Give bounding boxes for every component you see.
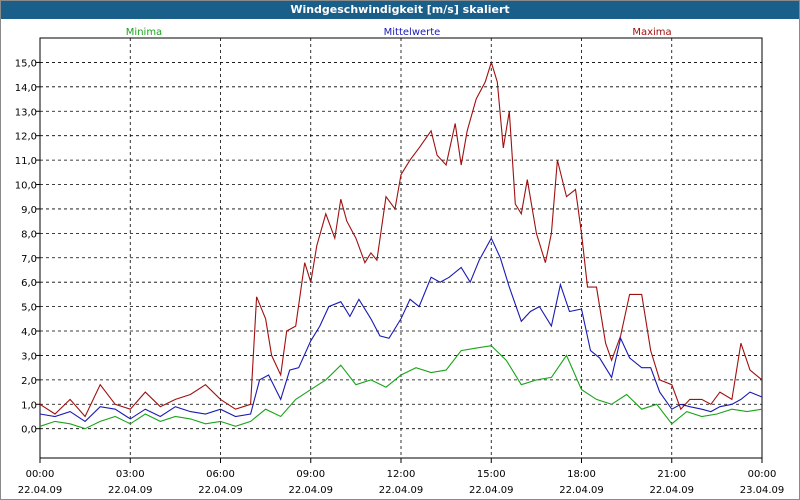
x-tick-date: 22.04.09 xyxy=(18,485,63,496)
x-tick-time: 15:00 xyxy=(477,469,506,480)
x-tick-date: 22.04.09 xyxy=(288,485,333,496)
legend-minima: Minima xyxy=(126,27,162,38)
y-tick-label: 7,0 xyxy=(21,254,37,265)
legend-mittelwerte: Mittelwerte xyxy=(384,27,441,38)
x-tick-date: 22.04.09 xyxy=(559,485,604,496)
grid-lines xyxy=(40,38,762,458)
legend: Minima Mittelwerte Maxima xyxy=(126,27,672,38)
series-line-maxima xyxy=(39,60,763,418)
y-tick-label: 3,0 xyxy=(21,351,37,362)
y-tick-label: 5,0 xyxy=(21,303,37,314)
x-tick-time: 03:00 xyxy=(116,469,145,480)
x-tick-date: 22.04.09 xyxy=(198,485,243,496)
x-tick-time: 06:00 xyxy=(206,469,235,480)
x-tick-date: 23.04.09 xyxy=(740,485,785,496)
y-tick-label: 13,0 xyxy=(15,107,37,118)
y-tick-label: 1,0 xyxy=(21,400,37,411)
window-title: Windgeschwindigkeit [m/s] skaliert xyxy=(1,1,799,19)
series-line-minima xyxy=(39,345,763,430)
y-tick-label: 4,0 xyxy=(21,327,37,338)
series-line-mittelwerte xyxy=(39,236,763,423)
y-tick-label: 8,0 xyxy=(21,229,37,240)
y-tick-label: 15,0 xyxy=(15,58,37,69)
y-tick-label: 6,0 xyxy=(21,278,37,289)
x-tick-time: 12:00 xyxy=(387,469,416,480)
legend-maxima: Maxima xyxy=(632,27,671,38)
y-axis-ticks: 0,0 1,0 2,0 3,0 4,0 5,0 6,0 7,0 8,0 9,0 10,0 11,0 12… xyxy=(15,58,40,436)
y-tick-label: 11,0 xyxy=(15,156,37,167)
x-tick-time: 00:00 xyxy=(748,469,777,480)
x-tick-time: 09:00 xyxy=(296,469,325,480)
x-tick-date: 22.04.09 xyxy=(649,485,694,496)
y-tick-label: 14,0 xyxy=(15,83,37,94)
y-tick-label: 2,0 xyxy=(21,376,37,387)
x-tick-date: 22.04.09 xyxy=(108,485,153,496)
series-group xyxy=(39,60,763,430)
y-tick-label: 10,0 xyxy=(15,181,37,192)
x-tick-time: 21:00 xyxy=(657,469,686,480)
y-tick-label: 0,0 xyxy=(21,425,37,436)
x-tick-date: 22.04.09 xyxy=(379,485,424,496)
x-tick-time: 18:00 xyxy=(567,469,596,480)
x-tick-date: 22.04.09 xyxy=(469,485,514,496)
x-tick-time: 00:00 xyxy=(26,469,55,480)
y-tick-label: 9,0 xyxy=(21,205,37,216)
y-tick-label: 12,0 xyxy=(15,132,37,143)
x-axis-ticks: 00:00 22.04.09 03:00 22.04.09 06:00 22.04.09 0… xyxy=(18,458,785,496)
